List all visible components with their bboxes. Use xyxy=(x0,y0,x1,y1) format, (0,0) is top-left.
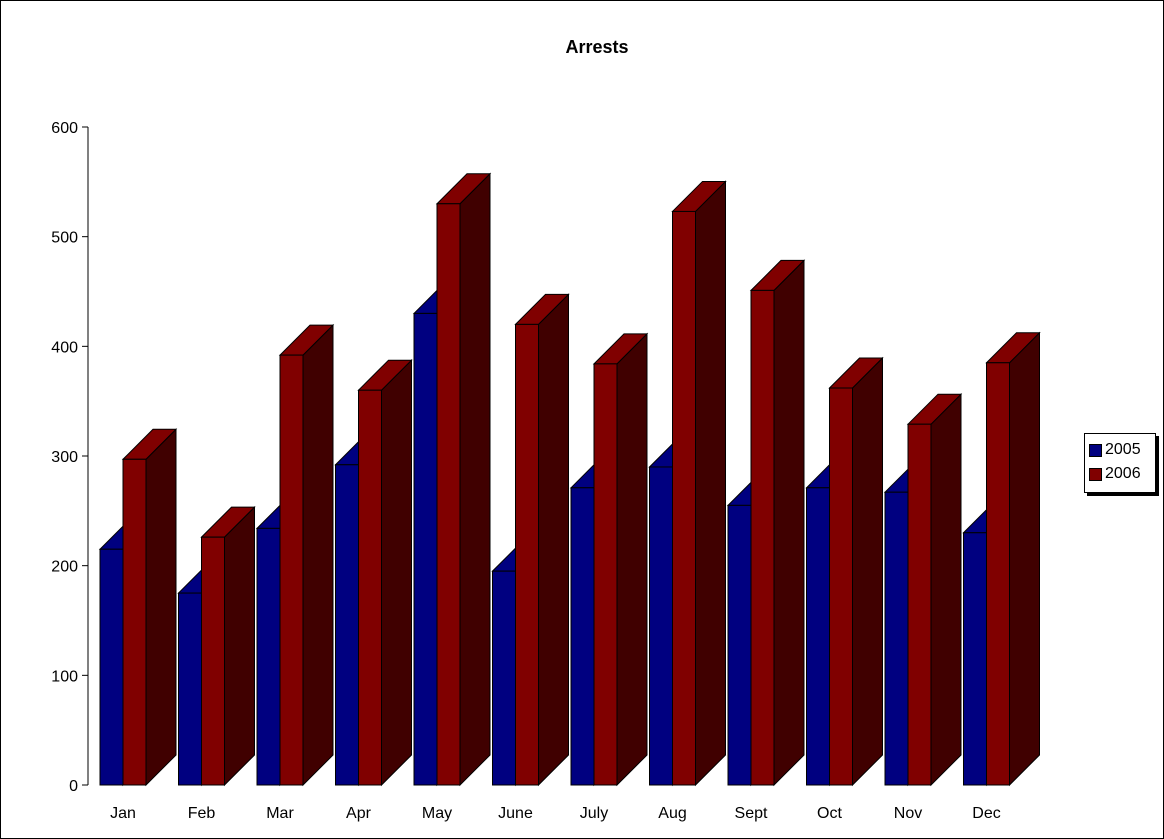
x-tick-label: May xyxy=(422,805,452,822)
x-tick-label: Dec xyxy=(972,805,1000,822)
bar xyxy=(436,203,461,786)
bar-side xyxy=(381,358,412,787)
bar-side xyxy=(538,293,569,787)
bar-side xyxy=(695,180,726,787)
bar xyxy=(279,354,304,786)
y-tick-label: 0 xyxy=(69,778,78,795)
bar xyxy=(335,464,359,786)
y-tick-label: 200 xyxy=(51,559,78,576)
bar xyxy=(907,423,932,786)
bar xyxy=(178,592,202,786)
x-tick-label: Oct xyxy=(817,805,842,822)
bar-side xyxy=(145,428,177,787)
bar xyxy=(672,210,696,786)
bar-side xyxy=(302,323,334,787)
bar xyxy=(99,548,124,786)
chart-title: Arrests xyxy=(565,37,628,57)
bar xyxy=(570,487,595,786)
bar xyxy=(122,458,147,786)
bar-side xyxy=(930,392,962,787)
x-tick-label: Sept xyxy=(735,805,768,822)
x-tick-label: Jan xyxy=(110,805,136,822)
x-tick-label: Nov xyxy=(894,805,922,822)
x-tick-label: June xyxy=(498,805,533,822)
bar xyxy=(492,570,516,786)
bar xyxy=(201,536,225,786)
bar xyxy=(593,363,618,786)
bar xyxy=(829,387,853,786)
bar-side xyxy=(773,259,805,787)
bar xyxy=(358,389,382,786)
legend-label-2005: 2005 xyxy=(1105,441,1141,458)
bar xyxy=(986,362,1010,786)
x-tick-label: Mar xyxy=(266,805,294,822)
legend: 2005 2006 xyxy=(1084,433,1156,493)
y-tick-label: 400 xyxy=(51,339,78,356)
x-tick-label: Apr xyxy=(346,805,372,822)
legend-item-2006: 2006 xyxy=(1089,462,1155,486)
bar xyxy=(515,323,539,786)
bar xyxy=(256,527,281,786)
bar-side xyxy=(852,356,883,787)
bar xyxy=(884,491,909,786)
bar xyxy=(806,487,830,786)
bar xyxy=(750,289,775,786)
y-tick-label: 100 xyxy=(51,668,78,685)
y-tick-label: 500 xyxy=(51,230,78,247)
bar xyxy=(963,532,987,786)
y-tick-label: 300 xyxy=(51,449,78,466)
legend-label-2006: 2006 xyxy=(1105,465,1141,482)
legend-swatch-2005 xyxy=(1089,443,1102,457)
bar xyxy=(649,466,673,786)
bar-side xyxy=(224,505,255,787)
x-tick-label: Aug xyxy=(658,805,686,822)
bar-side xyxy=(1009,331,1040,787)
bar xyxy=(727,504,752,786)
x-tick-label: Feb xyxy=(188,805,216,822)
bar-side xyxy=(616,332,648,787)
y-tick-label: 600 xyxy=(51,120,78,137)
legend-swatch-2006 xyxy=(1089,467,1102,481)
bar-side xyxy=(459,172,491,787)
bar xyxy=(413,312,438,786)
x-tick-label: July xyxy=(580,805,608,822)
legend-item-2005: 2005 xyxy=(1089,438,1155,462)
